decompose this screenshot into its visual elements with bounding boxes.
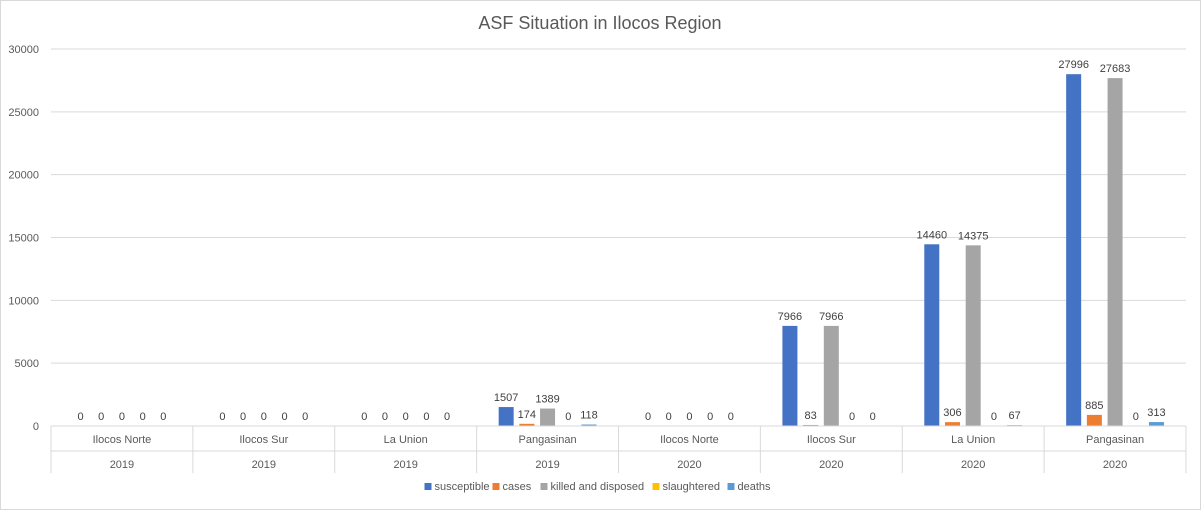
data-label: 27683 xyxy=(1100,63,1131,75)
y-tick-label: 10000 xyxy=(8,295,39,307)
data-label: 0 xyxy=(686,411,692,423)
data-label: 118 xyxy=(580,410,598,422)
data-label: 0 xyxy=(160,411,166,423)
legend-swatch xyxy=(424,483,432,490)
data-label: 0 xyxy=(444,411,450,423)
bar-cases xyxy=(1086,414,1102,426)
data-label: 0 xyxy=(403,411,409,423)
data-label: 67 xyxy=(1008,410,1020,422)
data-label: 0 xyxy=(707,411,713,423)
data-label: 14375 xyxy=(958,230,989,242)
x-category-label: Pangasinan xyxy=(1086,434,1144,446)
data-label: 7966 xyxy=(819,311,843,323)
legend-item-label: slaughtered xyxy=(663,481,721,493)
data-label: 0 xyxy=(77,411,83,423)
x-year-label: 2020 xyxy=(961,459,985,471)
data-label: 0 xyxy=(98,411,104,423)
data-label: 0 xyxy=(1133,411,1139,423)
legend-item-label: susceptible xyxy=(435,481,490,493)
chart-title: ASF Situation in Ilocos Region xyxy=(478,13,721,33)
x-category-label: Ilocos Norte xyxy=(660,434,719,446)
bar-deaths xyxy=(1148,422,1164,426)
data-label: 0 xyxy=(991,411,997,423)
x-category-label: Ilocos Norte xyxy=(93,434,152,446)
data-label: 0 xyxy=(261,411,267,423)
data-label: 0 xyxy=(728,411,734,423)
x-category-label: Pangasinan xyxy=(519,434,577,446)
x-year-label: 2020 xyxy=(819,459,843,471)
bar-susceptible xyxy=(1066,74,1082,427)
data-label: 0 xyxy=(565,411,571,423)
bar-killed-and-disposed xyxy=(1107,78,1123,426)
data-label: 14460 xyxy=(916,229,947,241)
x-year-label: 2019 xyxy=(393,459,417,471)
x-year-label: 2020 xyxy=(677,459,701,471)
bar-cases xyxy=(803,424,819,426)
bar-deaths xyxy=(581,424,597,426)
y-tick-label: 5000 xyxy=(15,358,39,370)
bar-susceptible xyxy=(924,244,940,426)
legend-swatch xyxy=(652,483,660,490)
x-category-label: Ilocos Sur xyxy=(807,434,856,446)
data-label: 27996 xyxy=(1058,59,1089,71)
bar-susceptible xyxy=(498,407,514,426)
legend-item-label: killed and disposed xyxy=(551,481,645,493)
legend-item-label: deaths xyxy=(738,481,772,493)
x-year-label: 2020 xyxy=(1103,459,1127,471)
x-year-label: 2019 xyxy=(110,459,134,471)
y-tick-label: 25000 xyxy=(8,107,39,119)
x-category-label: La Union xyxy=(951,434,995,446)
data-label: 0 xyxy=(219,411,225,423)
data-label: 0 xyxy=(302,411,308,423)
data-label: 1507 xyxy=(494,392,518,404)
bars xyxy=(498,74,1164,427)
data-label: 313 xyxy=(1147,407,1165,419)
data-label: 0 xyxy=(361,411,367,423)
data-label: 7966 xyxy=(778,311,802,323)
data-label: 0 xyxy=(423,411,429,423)
data-label: 83 xyxy=(804,410,816,422)
y-tick-label: 0 xyxy=(33,421,39,433)
bar-killed-and-disposed xyxy=(965,245,981,426)
data-label: 1389 xyxy=(535,394,559,406)
data-label: 0 xyxy=(870,411,876,423)
data-label: 885 xyxy=(1085,400,1103,412)
data-label: 0 xyxy=(119,411,125,423)
bar-killed-and-disposed xyxy=(540,408,556,426)
data-label: 306 xyxy=(943,407,961,419)
data-label: 0 xyxy=(281,411,287,423)
bar-cases xyxy=(944,422,960,426)
data-label: 0 xyxy=(666,411,672,423)
data-label: 0 xyxy=(240,411,246,423)
x-axis: Ilocos Norte 2019 Ilocos Sur 2019 La Union 20… xyxy=(50,425,1187,473)
data-label: 0 xyxy=(849,411,855,423)
legend-swatch xyxy=(727,483,735,490)
data-label: 0 xyxy=(645,411,651,423)
data-label: 0 xyxy=(382,411,388,423)
x-year-label: 2019 xyxy=(252,459,276,471)
x-category-label: Ilocos Sur xyxy=(239,434,288,446)
bar-killed-and-disposed xyxy=(823,325,839,426)
y-tick-label: 30000 xyxy=(8,44,39,56)
data-label: 174 xyxy=(518,409,536,421)
x-category-label: La Union xyxy=(384,434,428,446)
y-axis: 0 5000 10000 15000 20000 25000 30000 xyxy=(8,44,39,433)
bar-cases xyxy=(519,423,535,426)
y-tick-label: 15000 xyxy=(8,233,39,245)
gridlines xyxy=(51,48,1186,427)
data-label: 0 xyxy=(140,411,146,423)
bar-susceptible xyxy=(782,325,798,426)
y-tick-label: 20000 xyxy=(8,170,39,182)
legend-item-label: cases xyxy=(503,481,532,493)
legend-swatch xyxy=(540,483,548,490)
legend: susceptible cases killed and disposed slaug… xyxy=(424,481,772,493)
legend-swatch xyxy=(492,483,500,490)
x-year-label: 2019 xyxy=(535,459,559,471)
